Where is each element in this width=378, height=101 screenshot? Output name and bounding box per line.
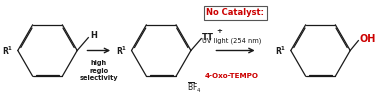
Text: TT: TT xyxy=(202,33,214,42)
Text: R$^{\mathregular{1}}$: R$^{\mathregular{1}}$ xyxy=(275,44,287,57)
Text: No Catalyst:: No Catalyst: xyxy=(206,8,264,17)
Text: UV light (254 nm): UV light (254 nm) xyxy=(202,37,262,44)
Text: H: H xyxy=(90,31,97,40)
Text: R$^{\mathregular{1}}$: R$^{\mathregular{1}}$ xyxy=(116,44,127,57)
Text: R$^{\mathregular{1}}$: R$^{\mathregular{1}}$ xyxy=(2,44,13,57)
Text: OH: OH xyxy=(359,34,376,44)
Text: 4-Oxo-TEMPO: 4-Oxo-TEMPO xyxy=(205,73,259,79)
Text: +: + xyxy=(216,28,222,34)
Text: $\mathregular{\overline{B}F_4}$: $\mathregular{\overline{B}F_4}$ xyxy=(187,81,202,95)
Text: high
regio
selectivity: high regio selectivity xyxy=(79,60,118,81)
